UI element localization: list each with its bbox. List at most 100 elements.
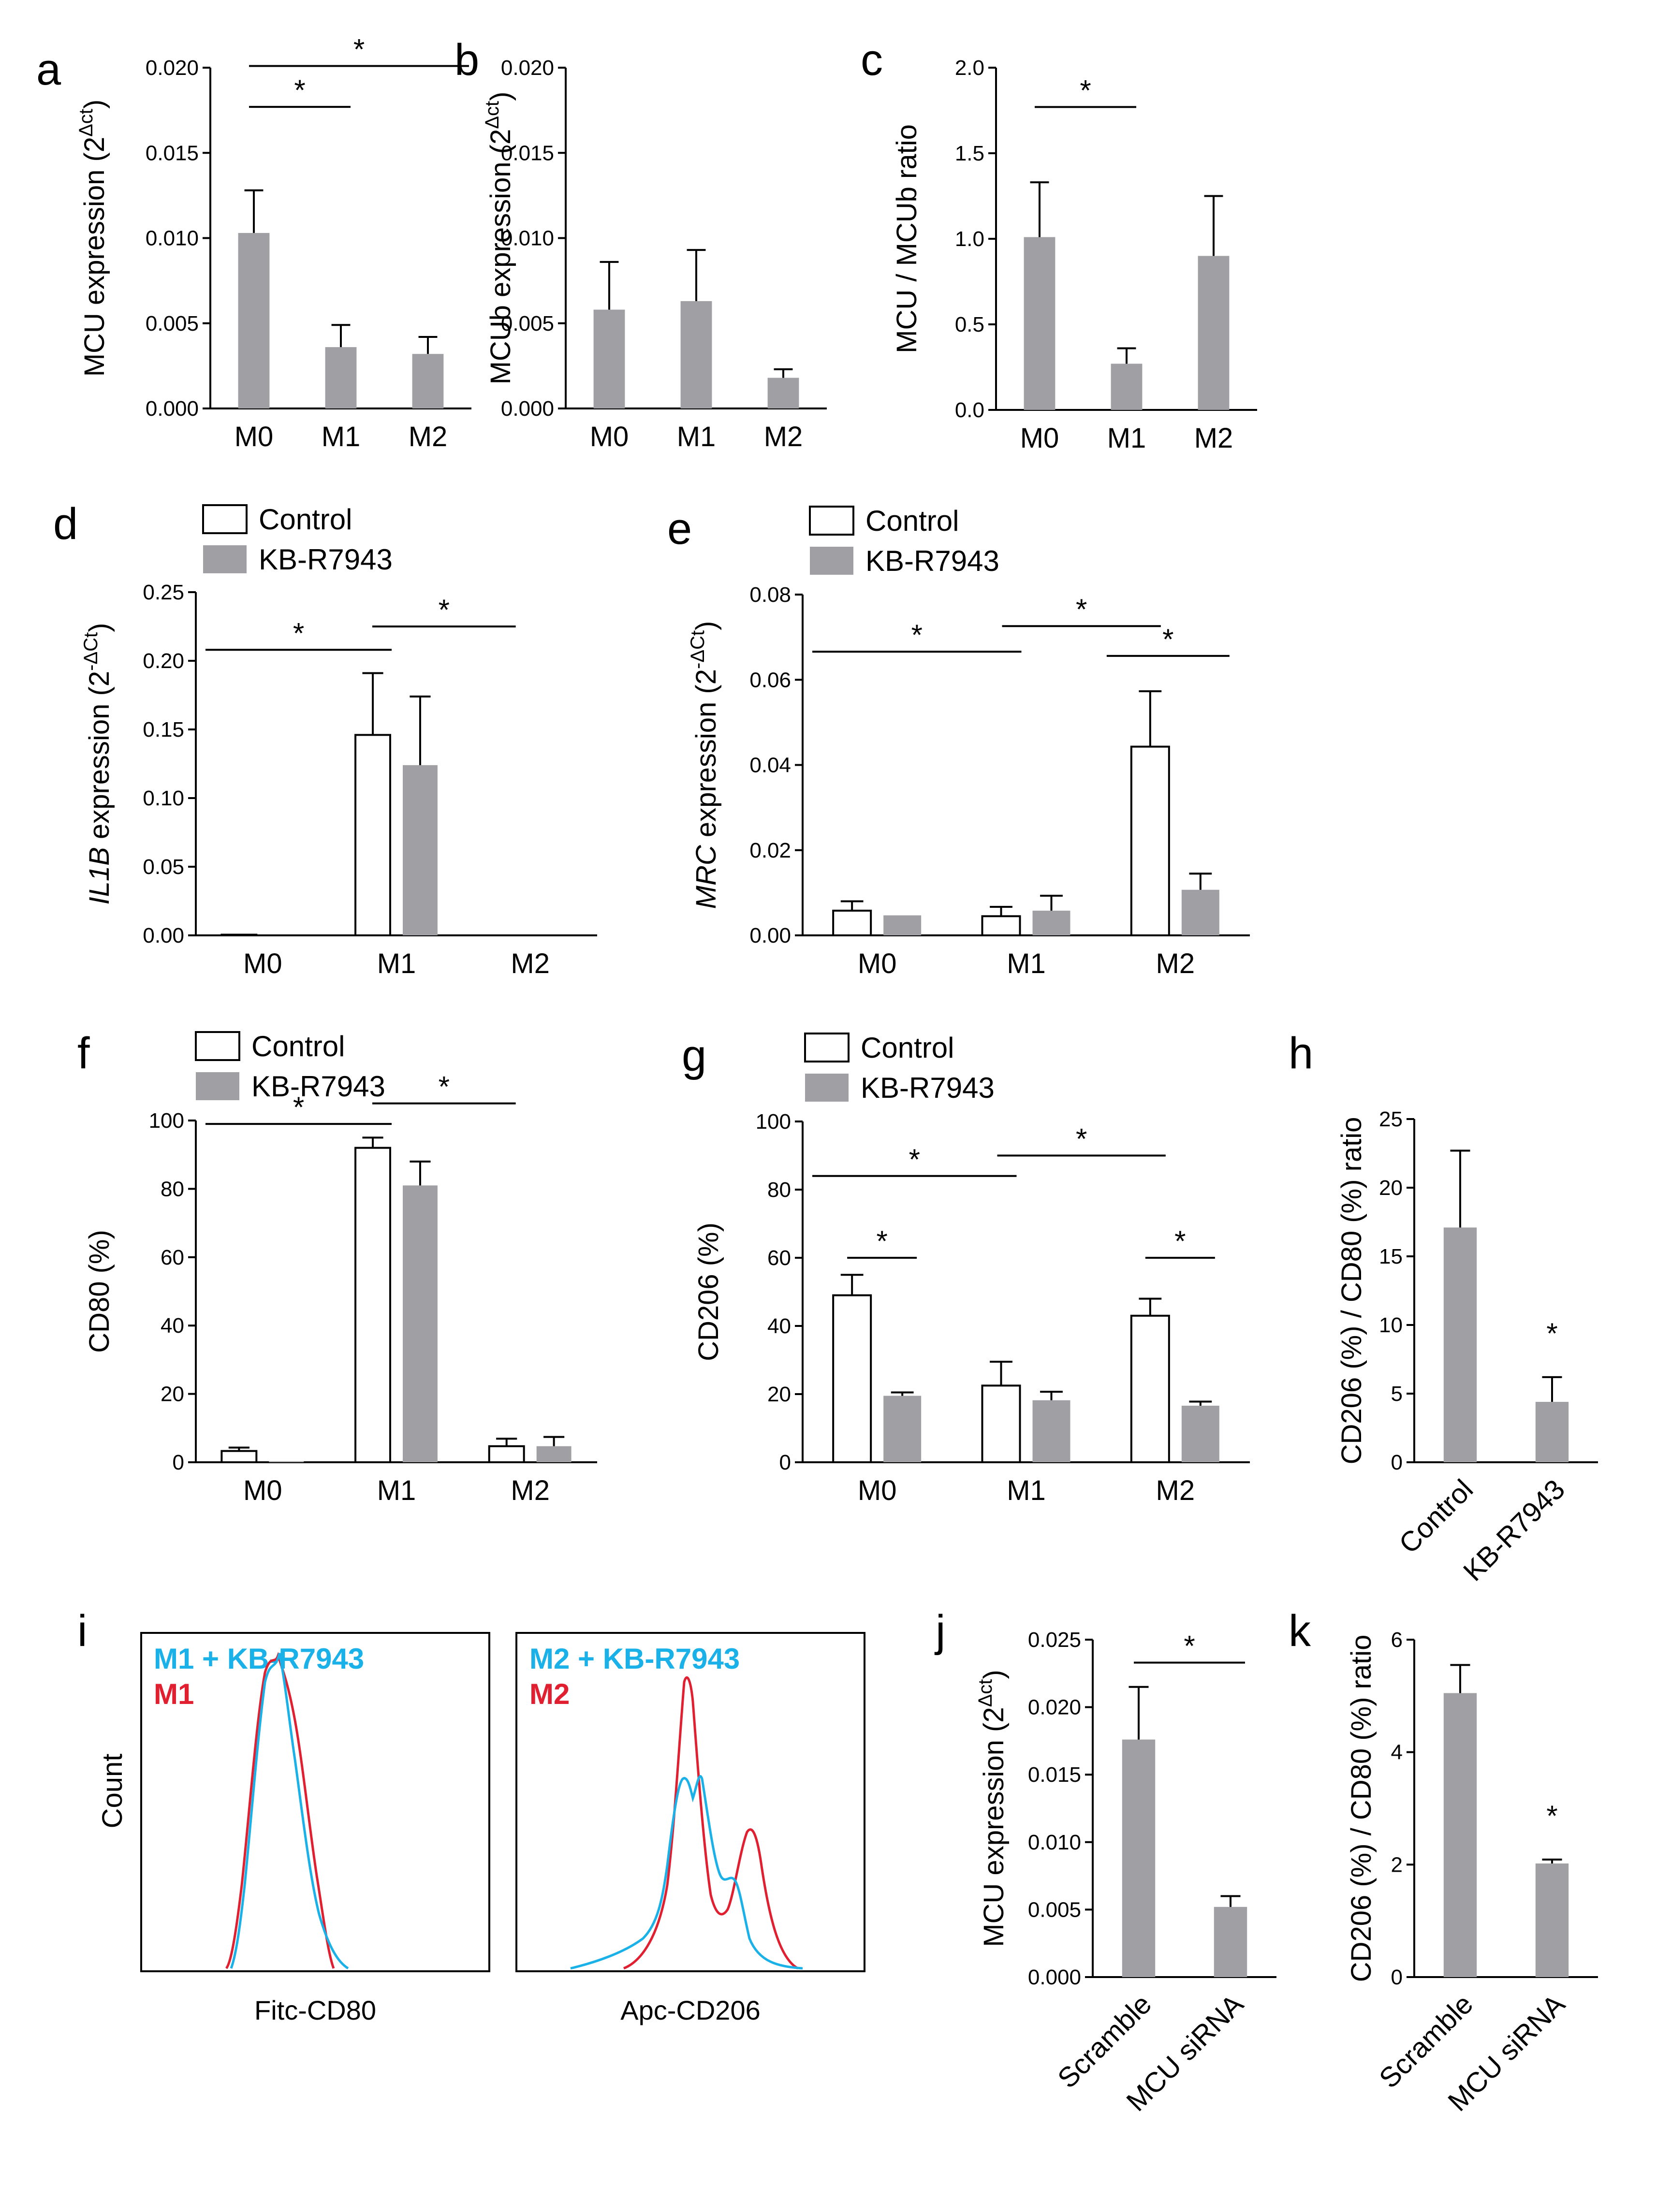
category-label: M0 [243, 1475, 282, 1506]
y-axis-label: CD206 (%) / CD80 (%) ratio [1336, 1117, 1367, 1465]
legend-swatch-treated [810, 547, 853, 575]
histogram-y-axis-label: Count [97, 1754, 128, 1829]
panel-label-j: j [934, 1606, 945, 1656]
y-axis-label-close: ) [690, 621, 722, 630]
y-tick-label: 0.25 [143, 581, 184, 604]
chart-c: c 0.0 0.5 1.0 1.5 2.0 MCU / MCUb ratio M0 M1 M2 * [861, 35, 1257, 454]
legend-swatch-treated [203, 545, 247, 573]
bar-control-m1 [981, 915, 1021, 936]
bar-kb-r7943-m1 [403, 1185, 438, 1462]
bar-ratio-control [1443, 1227, 1477, 1462]
bar-mcub-m2 [767, 378, 799, 408]
bar-control-m1 [981, 1384, 1021, 1463]
chart-h: h 0 5 10 15 20 25 CD206 (%) / CD80 (%) ratio Con… [1289, 1029, 1598, 1587]
chart-d: d 0.00 0.05 0.10 0.15 0.20 0.25 IL1B expression… [53, 499, 597, 979]
category-label: M0 [1020, 422, 1059, 454]
y-axis-label: MRC expression (2-ΔCt) [687, 621, 722, 909]
bar-mcu-m0 [238, 233, 270, 408]
y-axis-label-text: MCU expression (2 [79, 137, 110, 377]
histogram-x-axis-label-right: Apc-CD206 [620, 1995, 760, 2025]
y-tick-label: 0.02 [749, 839, 791, 862]
bar-kb-r7943-m1 [403, 765, 438, 935]
bar-mcub-m0 [593, 309, 625, 408]
y-tick-label: 0.00 [143, 924, 184, 947]
panel-label-h: h [1289, 1029, 1313, 1078]
bar-mcu-mcu-sirna [1214, 1906, 1247, 1977]
legend-label-treated: KB-R7943 [865, 545, 999, 577]
y-tick-label: 40 [161, 1314, 184, 1338]
category-label: M2 [1156, 1475, 1195, 1506]
histogram-curve-m2-kbr [570, 1775, 803, 1970]
y-axis-label-text: MCU expression (2 [978, 1707, 1010, 1947]
histogram-legend-treated: M1 + KB-R7943 [154, 1643, 364, 1675]
bar-mcu-m1 [325, 347, 357, 408]
bar-mcub-m1 [680, 301, 712, 408]
significance-star: * [1162, 623, 1173, 655]
y-tick-label: 2 [1391, 1853, 1403, 1877]
y-tick-label: 0.020 [146, 56, 199, 80]
significance-star: * [439, 1071, 450, 1103]
y-tick-label: 60 [767, 1246, 791, 1270]
bar-mcu-scramble [1122, 1739, 1156, 1977]
y-tick-label: 0.005 [501, 312, 554, 335]
category-label: M1 [1007, 1475, 1046, 1506]
bar-control-m0 [220, 1450, 258, 1463]
y-tick-label: 0.005 [146, 312, 199, 335]
chart-f: f 0 20 40 60 80 100 CD80 (%) M0 M1 M2 * * [77, 1029, 597, 1506]
category-label: M1 [377, 948, 416, 979]
significance-star: * [293, 617, 304, 649]
bar-kb-r7943-m0 [883, 1396, 922, 1462]
bar-kb-r7943-m1 [1032, 910, 1070, 935]
y-axis-label-text: CD206 (%) / CD80 (%) ratio [1336, 1117, 1367, 1465]
y-axis-label-superscript: -ΔCt [80, 632, 102, 671]
y-axis-label-text: CD80 (%) [84, 1230, 115, 1353]
y-tick-label: 0.010 [146, 227, 199, 250]
bar-control-m2 [1130, 1314, 1170, 1464]
chart-j: j 0.000 0.005 0.010 0.015 0.020 0.025 MCU expre… [934, 1606, 1276, 2117]
y-tick-label: 100 [756, 1110, 791, 1134]
bar-kb-r7943-m2 [1181, 889, 1219, 935]
significance-star: * [294, 74, 305, 106]
y-tick-label: 0.010 [1028, 1831, 1081, 1854]
category-label: M1 [1107, 422, 1146, 454]
histogram-curve-m2 [623, 1676, 799, 1970]
category-label: KB-R7943 [1457, 1473, 1571, 1587]
y-tick-label: 20 [1379, 1176, 1403, 1200]
y-tick-label: 0.025 [1028, 1628, 1081, 1652]
legend-label-control: Control [861, 1032, 954, 1064]
bar-control-m1 [354, 1147, 391, 1464]
y-tick-label: 10 [1379, 1313, 1403, 1337]
legend-swatch-treated [196, 1072, 239, 1100]
bar-kb-r7943-m2 [536, 1446, 572, 1462]
category-label: M1 [322, 421, 361, 452]
category-label: M1 [377, 1475, 416, 1506]
y-tick-label: 0.000 [501, 397, 554, 421]
panel-label-i: i [77, 1606, 87, 1656]
chart-b: b 0.000 0.005 0.010 0.015 0.020 MCUb expressio… [454, 35, 827, 452]
y-axis-label-superscript: Δct [75, 109, 97, 137]
legend-label-treated: KB-R7943 [259, 543, 393, 576]
y-axis-label: MCU expression (2Δct) [75, 100, 110, 377]
y-axis-label-text: CD206 (%) / CD80 (%) ratio [1346, 1635, 1377, 1982]
y-tick-label: 0 [1391, 1965, 1403, 1989]
significance-star: * [1174, 1225, 1186, 1257]
legend-swatch-control [195, 1031, 240, 1061]
bar-control-m2 [488, 1445, 525, 1463]
panel-label-e: e [667, 504, 692, 553]
category-label: M2 [1194, 422, 1233, 454]
y-axis-label: CD206 (%) [693, 1222, 724, 1361]
y-tick-label: 0.15 [143, 718, 184, 742]
y-axis-label-text: expression (2 [84, 671, 115, 847]
histogram-legend-control: M1 [154, 1678, 194, 1710]
y-axis-label-close: ) [79, 100, 110, 109]
bar-mcu-m2 [412, 354, 444, 408]
category-label: M1 [1007, 948, 1046, 979]
y-tick-label: 0.005 [1028, 1898, 1081, 1921]
legend-swatch-control [202, 504, 248, 534]
y-tick-label: 20 [161, 1382, 184, 1406]
significance-star: * [293, 1091, 304, 1123]
significance-star: * [1076, 593, 1087, 626]
legend-label-control: Control [259, 503, 352, 536]
panel-label-f: f [77, 1029, 90, 1078]
y-axis-label-gene: MRC [690, 844, 722, 909]
